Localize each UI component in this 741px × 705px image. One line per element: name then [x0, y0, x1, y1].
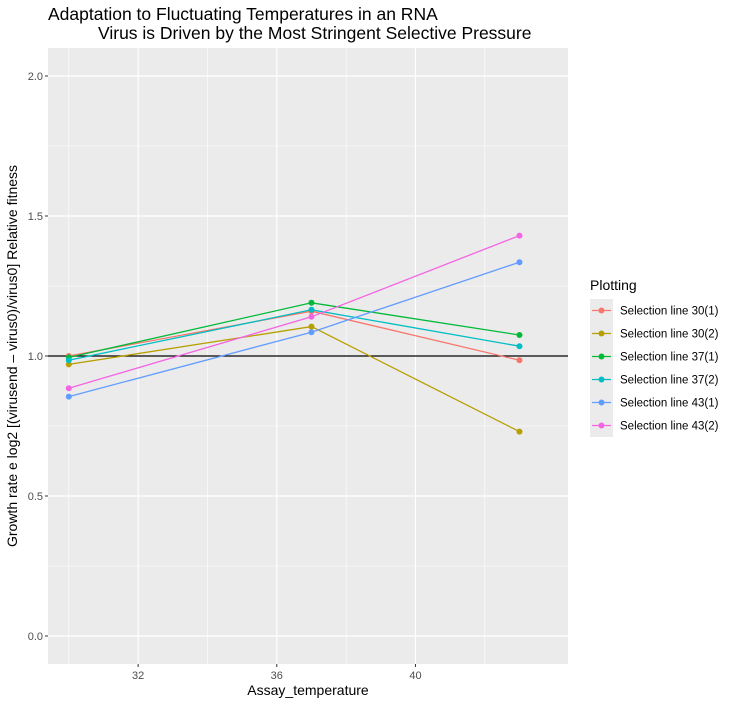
y-tick-label: 1.0: [28, 351, 43, 363]
legend-title: Plotting: [590, 277, 637, 293]
data-point: [308, 313, 315, 320]
legend: Selection line 30(1) Selection line 30(2)…: [590, 299, 719, 437]
legend-key-point: [598, 330, 605, 337]
legend-key-point: [598, 353, 605, 360]
x-axis-ticks: 32 36 40: [132, 664, 422, 682]
legend-label: Selection line 37(1): [620, 352, 719, 364]
data-point: [308, 306, 315, 313]
x-tick-label: 36: [271, 670, 283, 682]
chart-title-line-2: Virus is Driven by the Most Stringent Se…: [98, 23, 531, 43]
data-point: [65, 361, 72, 368]
y-tick-label: 2.0: [28, 71, 43, 83]
legend-key-point: [598, 399, 605, 406]
data-point: [516, 357, 523, 364]
data-point: [65, 393, 72, 400]
y-axis-ticks: 0.0 0.5 1.0 1.5 2.0: [28, 71, 48, 643]
data-point: [516, 232, 523, 239]
data-point: [308, 299, 315, 306]
legend-label: Selection line 30(1): [620, 306, 719, 318]
y-tick-label: 0.0: [28, 631, 43, 643]
legend-label: Selection line 43(1): [620, 398, 719, 410]
y-tick-label: 0.5: [28, 491, 43, 503]
legend-label: Selection line 37(2): [620, 375, 719, 387]
legend-key-point: [598, 376, 605, 383]
y-axis-title: Growth rate e log2 [(virusend – virus0)/…: [4, 165, 20, 547]
data-point: [516, 343, 523, 350]
data-point: [516, 428, 523, 435]
x-axis-title: Assay_temperature: [247, 682, 369, 698]
legend-label: Selection line 30(2): [620, 329, 719, 341]
data-point: [65, 357, 72, 364]
series-group: [65, 232, 523, 435]
y-tick-label: 1.5: [28, 211, 43, 223]
x-tick-label: 32: [132, 670, 144, 682]
data-point: [65, 385, 72, 392]
x-tick-label: 40: [409, 670, 421, 682]
legend-key-point: [598, 307, 605, 314]
data-point: [308, 323, 315, 330]
legend-key-point: [598, 422, 605, 429]
data-point: [516, 332, 523, 338]
legend-label: Selection line 43(2): [620, 421, 719, 433]
data-point: [516, 259, 523, 266]
chart-title-line-1: Adaptation to Fluctuating Temperatures i…: [48, 4, 438, 24]
data-point: [308, 329, 315, 336]
